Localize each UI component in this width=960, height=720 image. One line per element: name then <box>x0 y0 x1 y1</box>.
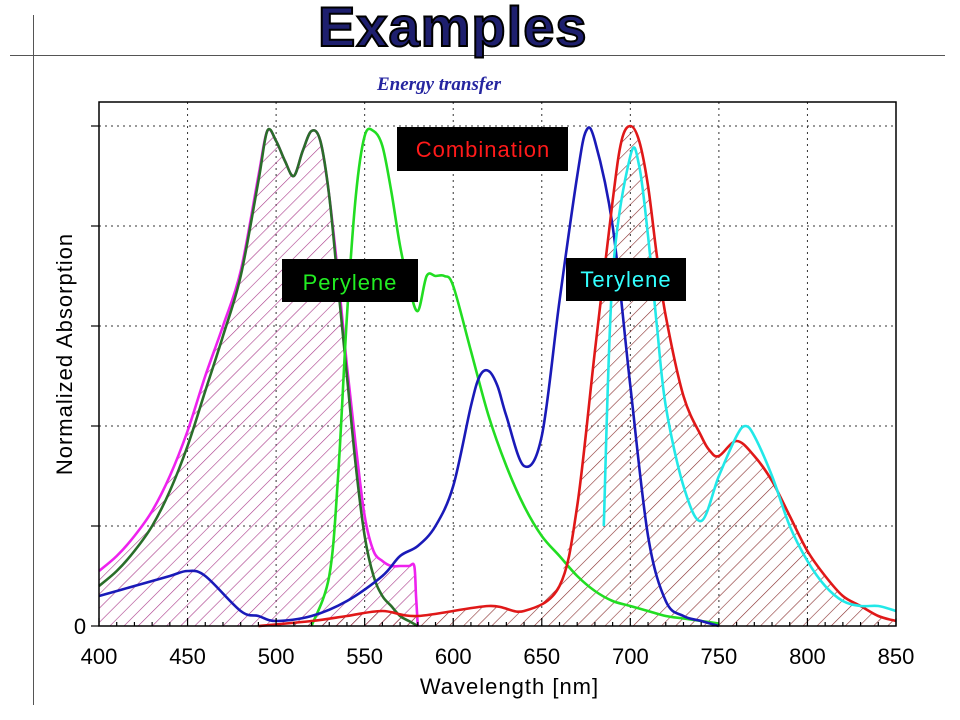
x-tick-label: 750 <box>701 644 738 669</box>
slide-title: Examples <box>317 0 588 59</box>
annotation-box-2 <box>566 258 686 301</box>
series-fill-4 <box>258 126 896 626</box>
x-tick-label: 850 <box>878 644 915 669</box>
annotation-label-1: Perylene <box>303 270 398 295</box>
axes: 400 450 500 550 600 650 700 750 800 850 0 Wavelengt… <box>52 125 915 699</box>
hatched-fills <box>99 126 896 626</box>
x-tick-label: 800 <box>789 644 826 669</box>
annotation-label-2: Terylene <box>580 267 671 292</box>
x-axis-label: Wavelength [nm] <box>420 674 599 699</box>
y-tick-label: 0 <box>74 614 86 639</box>
series-line-3 <box>98 126 720 628</box>
series-line-2 <box>310 127 720 627</box>
x-tick-label: 500 <box>258 644 295 669</box>
annotations: Combination Perylene Terylene <box>282 127 686 302</box>
x-tick-label: 700 <box>612 644 649 669</box>
x-tick-label: 450 <box>169 644 206 669</box>
annotation-box-0 <box>397 127 568 171</box>
series-line-1 <box>98 127 419 628</box>
title-divider-horizontal <box>10 55 945 56</box>
y-axis-label: Normalized Absorption <box>52 233 77 475</box>
x-tick-label: 400 <box>81 644 118 669</box>
slide-subtitle: Energy transfer <box>377 74 502 95</box>
series-line-4 <box>258 124 897 628</box>
series-line-5 <box>602 146 897 613</box>
x-tick-label: 650 <box>523 644 560 669</box>
annotation-label-0: Combination <box>416 137 551 162</box>
x-tick-label: 550 <box>346 644 383 669</box>
series-lines <box>98 124 897 628</box>
plot-frame <box>98 101 897 627</box>
x-tick-label: 600 <box>435 644 472 669</box>
annotation-box-1 <box>282 259 418 302</box>
title-divider-vertical <box>33 15 34 705</box>
series-fill-0 <box>99 131 418 626</box>
